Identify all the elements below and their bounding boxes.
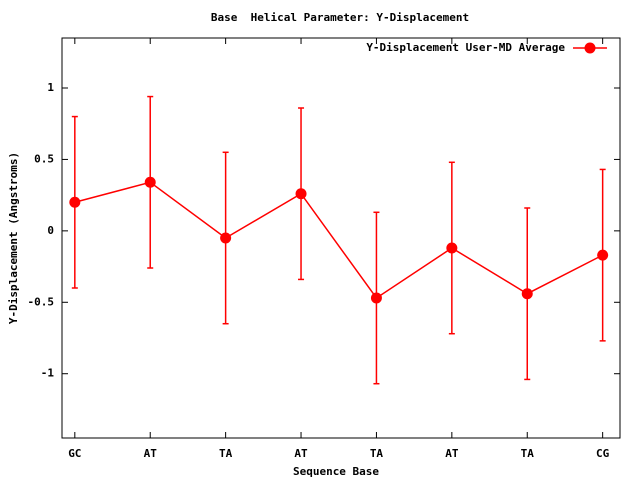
y-tick-label: -1 — [41, 367, 55, 380]
data-point — [220, 232, 232, 244]
x-tick-label: TA — [219, 447, 233, 460]
data-point — [446, 242, 458, 254]
data-point — [370, 292, 382, 304]
data-point — [144, 176, 156, 188]
data-point — [69, 196, 81, 208]
x-axis-label: Sequence Base — [293, 465, 379, 478]
data-point — [521, 288, 533, 300]
data-point — [597, 249, 609, 261]
y-tick-label: 0 — [47, 224, 54, 237]
x-tick-label: TA — [521, 447, 535, 460]
y-tick-label: -0.5 — [28, 295, 55, 308]
y-tick-label: 0.5 — [34, 152, 54, 165]
y-axis-label: Y-Displacement (Angstroms) — [7, 152, 20, 324]
x-tick-label: GC — [68, 447, 81, 460]
x-tick-label: TA — [370, 447, 384, 460]
plot-frame — [61, 37, 621, 439]
data-point — [295, 188, 307, 200]
x-tick-label: AT — [144, 447, 158, 460]
x-tick-label: AT — [294, 447, 308, 460]
chart-title: Base Helical Parameter: Y-Displacement — [211, 11, 469, 24]
x-tick-label: AT — [445, 447, 459, 460]
x-tick-label: CG — [596, 447, 610, 460]
legend-marker — [584, 42, 596, 54]
y-tick-label: 1 — [47, 81, 54, 94]
series-line — [74, 181, 603, 300]
legend-label: Y-Displacement User-MD Average — [366, 41, 565, 54]
